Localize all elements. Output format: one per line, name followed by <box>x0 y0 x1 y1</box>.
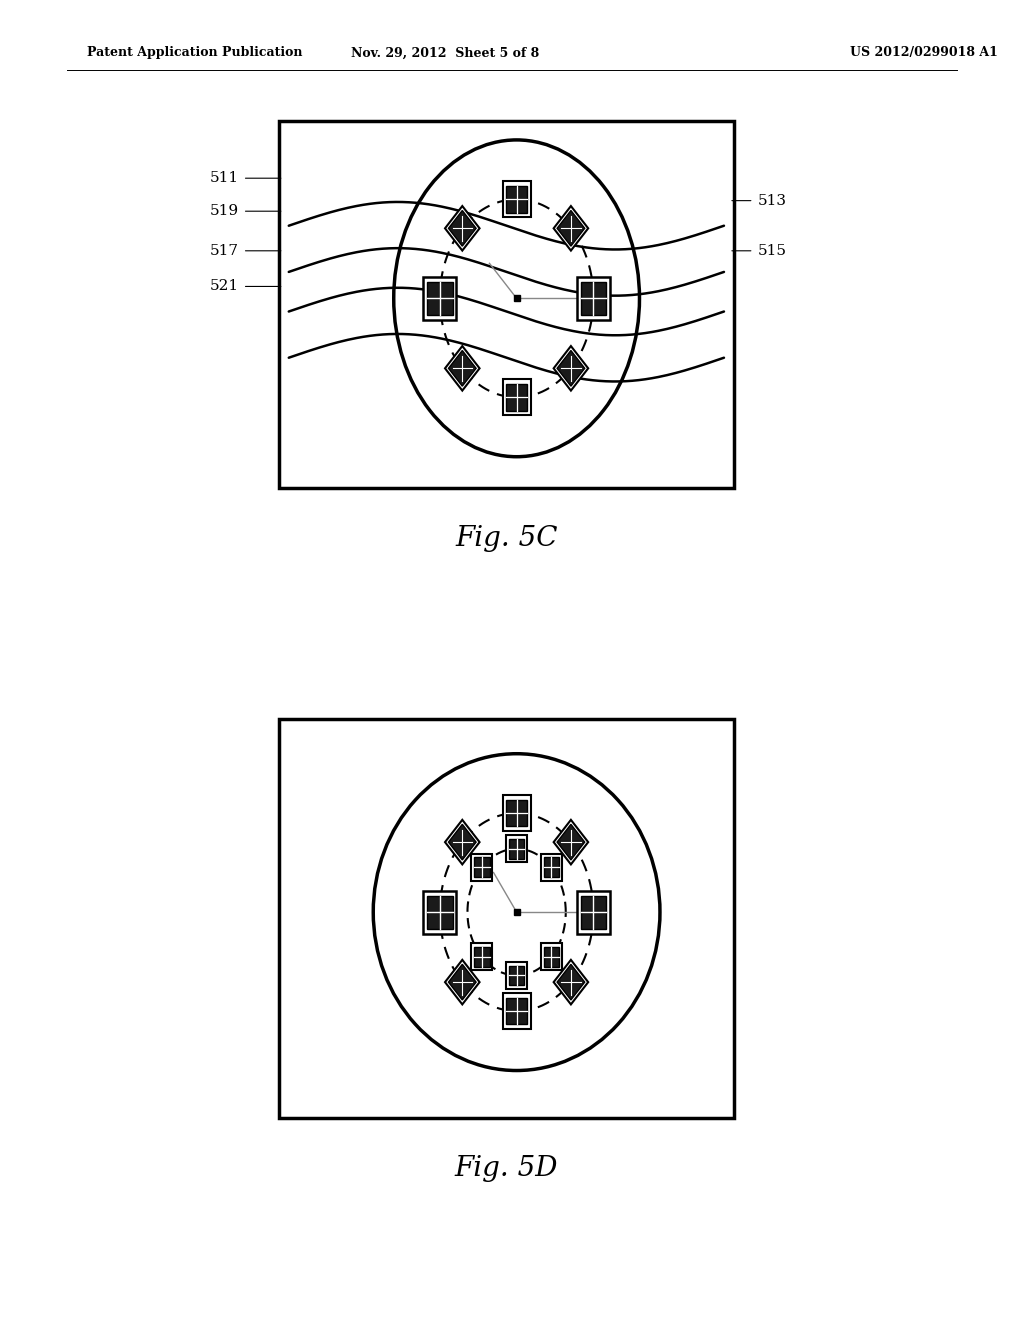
Text: 513: 513 <box>758 194 786 207</box>
Bar <box>503 795 530 832</box>
Bar <box>506 186 526 213</box>
Bar <box>541 854 562 880</box>
Bar <box>506 384 526 411</box>
Bar <box>427 281 453 314</box>
Bar <box>577 891 610 933</box>
Bar <box>577 277 610 319</box>
Text: Patent Application Publication: Patent Application Publication <box>87 46 302 59</box>
Polygon shape <box>557 210 585 246</box>
Bar <box>474 946 489 966</box>
Bar <box>279 121 734 488</box>
Bar <box>506 998 526 1024</box>
Bar <box>506 836 527 862</box>
Bar <box>503 993 530 1030</box>
Bar <box>474 858 489 878</box>
Bar <box>279 719 734 1118</box>
Bar <box>471 854 493 880</box>
Text: 521: 521 <box>210 280 239 293</box>
Polygon shape <box>449 824 476 859</box>
Bar <box>471 944 493 970</box>
Bar <box>509 840 524 859</box>
Bar <box>509 966 524 985</box>
Bar <box>506 962 527 989</box>
Polygon shape <box>554 346 588 391</box>
Polygon shape <box>557 351 585 387</box>
Polygon shape <box>445 346 479 391</box>
Polygon shape <box>557 824 585 859</box>
Bar <box>506 800 526 826</box>
Text: Fig. 5C: Fig. 5C <box>455 525 558 552</box>
Bar <box>544 946 559 966</box>
Polygon shape <box>449 965 476 1001</box>
Text: Fig. 5D: Fig. 5D <box>455 1155 558 1181</box>
Bar <box>544 858 559 878</box>
Text: US 2012/0299018 A1: US 2012/0299018 A1 <box>850 46 997 59</box>
Bar <box>581 281 606 314</box>
Polygon shape <box>445 960 479 1005</box>
Bar <box>503 181 530 218</box>
Bar <box>581 895 606 929</box>
Bar <box>423 891 457 933</box>
Ellipse shape <box>373 754 659 1071</box>
Text: 515: 515 <box>758 244 786 257</box>
Polygon shape <box>554 960 588 1005</box>
Bar <box>503 379 530 416</box>
Polygon shape <box>449 210 476 246</box>
Text: 519: 519 <box>210 205 239 218</box>
Text: 511: 511 <box>210 172 239 185</box>
Bar <box>541 944 562 970</box>
Polygon shape <box>557 965 585 1001</box>
Polygon shape <box>554 820 588 865</box>
Text: 517: 517 <box>210 244 239 257</box>
Bar <box>423 277 457 319</box>
Polygon shape <box>445 206 479 251</box>
Polygon shape <box>554 206 588 251</box>
Circle shape <box>393 140 639 457</box>
Text: Nov. 29, 2012  Sheet 5 of 8: Nov. 29, 2012 Sheet 5 of 8 <box>351 46 540 59</box>
Polygon shape <box>449 351 476 387</box>
Bar <box>427 895 453 929</box>
Polygon shape <box>445 820 479 865</box>
